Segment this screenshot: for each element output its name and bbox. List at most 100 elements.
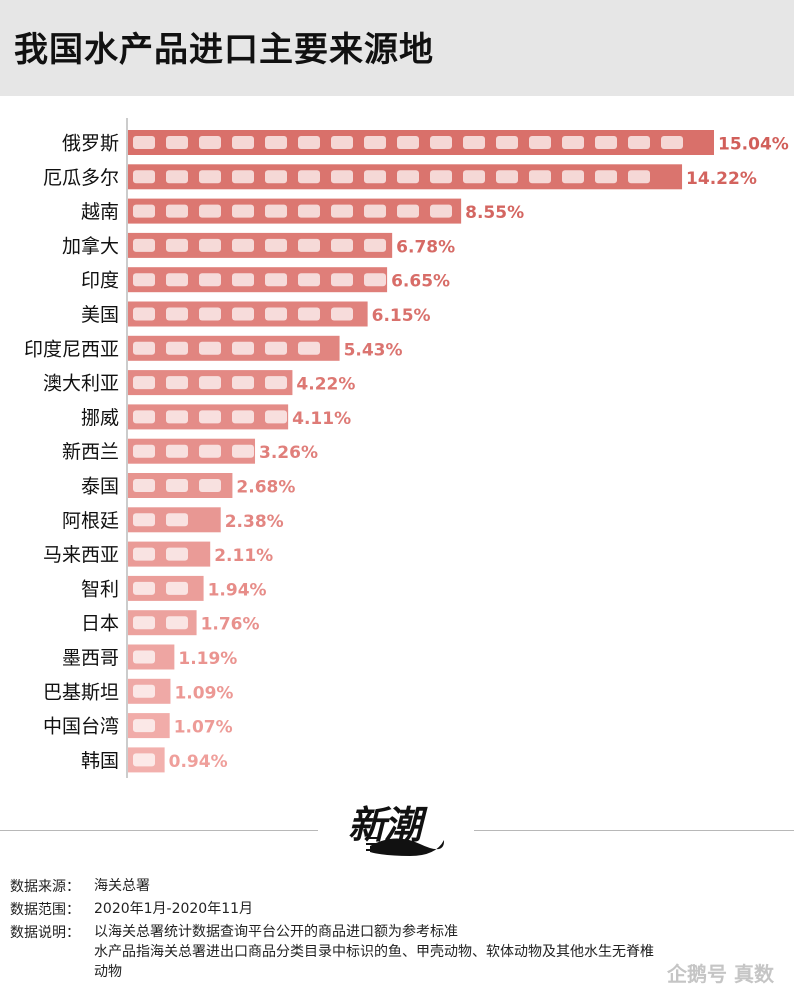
bar-pattern (232, 238, 254, 252)
bar-group: 日本 1.76% (81, 610, 260, 636)
category-label: 马来西亚 (43, 544, 119, 566)
note-row: 数据来源： 海关总署 (10, 876, 790, 899)
value-label: 2.68% (236, 478, 295, 498)
category-label: 加拿大 (62, 234, 119, 257)
bar-group: 中国台湾 1.07% (43, 713, 233, 739)
bar-pattern (265, 238, 287, 252)
bar-pattern (133, 547, 155, 561)
bar-pattern (298, 307, 320, 321)
bar-pattern (265, 410, 287, 424)
bar-pattern (133, 650, 155, 664)
bar-group: 韩国 0.94% (81, 747, 228, 773)
brand-logo: 新潮 (340, 794, 450, 866)
note-value: 海关总署 (94, 876, 790, 899)
bar-pattern (265, 136, 287, 149)
category-label: 挪威 (81, 407, 119, 429)
bar-pattern (628, 170, 650, 184)
category-label: 厄瓜多尔 (43, 167, 119, 189)
category-label: 韩国 (81, 750, 119, 772)
bar-pattern (133, 616, 155, 630)
bar-pattern (232, 307, 254, 321)
bar-pattern (133, 719, 155, 733)
bar-group: 越南 8.55% (81, 198, 524, 224)
bar-group: 加拿大 6.78% (62, 232, 455, 258)
category-label: 阿根廷 (62, 510, 119, 532)
bar-pattern (166, 238, 188, 252)
bar-pattern (199, 376, 221, 390)
bar-pattern (298, 238, 320, 252)
value-label: 1.94% (208, 580, 267, 600)
note-line: 海关总署 (94, 878, 150, 894)
category-label: 日本 (81, 613, 119, 635)
bar-pattern (265, 170, 287, 184)
bar-pattern (562, 170, 584, 184)
bar-pattern (133, 684, 155, 698)
category-label: 美国 (81, 304, 119, 326)
divider-left (0, 830, 318, 831)
value-label: 6.15% (372, 306, 431, 326)
bar-pattern (298, 273, 320, 287)
bar-pattern (166, 136, 188, 149)
bar-pattern (199, 204, 221, 218)
bar-pattern (166, 513, 188, 527)
bar-pattern (364, 170, 386, 184)
bar-pattern (331, 170, 353, 184)
bar-pattern (133, 410, 155, 424)
bar-pattern (166, 410, 188, 424)
category-label: 墨西哥 (62, 647, 119, 669)
bar-pattern (430, 204, 452, 218)
bar-pattern (133, 204, 155, 218)
bar-group: 俄罗斯 15.04% (62, 130, 789, 155)
bar-pattern (232, 136, 254, 149)
bar-pattern (364, 238, 386, 252)
bar-pattern (430, 136, 452, 149)
bar-pattern (199, 444, 221, 458)
bar-group: 泰国 2.68% (81, 473, 295, 498)
bar-pattern (298, 204, 320, 218)
bar-pattern (166, 307, 188, 321)
bar-group: 马来西亚 2.11% (43, 541, 273, 567)
bar-pattern (364, 136, 386, 149)
brand-logo-text: 新潮 (348, 802, 422, 847)
bar-pattern (133, 170, 155, 184)
value-label: 4.22% (296, 375, 355, 395)
value-label: 2.38% (225, 512, 284, 532)
bar-pattern (199, 341, 221, 355)
note-key: 数据说明： (10, 925, 80, 941)
value-label: 15.04% (718, 135, 789, 155)
bar-pattern (397, 170, 419, 184)
note-key: 数据范围： (10, 902, 80, 918)
note-key: 数据来源： (10, 879, 80, 895)
bar-pattern (166, 204, 188, 218)
bar-pattern (595, 136, 617, 149)
bar-pattern (166, 376, 188, 390)
category-label: 巴基斯坦 (43, 681, 119, 703)
bar-group: 美国 6.15% (81, 301, 431, 327)
note-row: 数据说明： 以海关总署统计数据查询平台公开的商品进口额为参考标准 水产品指海关总署进… (10, 922, 790, 982)
bar-pattern (331, 238, 353, 252)
value-label: 3.26% (259, 443, 318, 463)
category-label: 印度尼西亚 (24, 338, 119, 360)
bar-group: 印度 6.65% (81, 267, 450, 293)
bar-pattern (562, 136, 584, 149)
category-label: 越南 (81, 201, 119, 223)
bar-group: 挪威 4.11% (81, 404, 351, 430)
bar-group: 阿根廷 2.38% (62, 507, 284, 533)
bar-pattern (199, 410, 221, 424)
bar-pattern (166, 444, 188, 458)
value-label: 14.22% (686, 169, 757, 189)
title-band (0, 0, 794, 96)
value-label: 1.07% (174, 718, 233, 738)
bar-pattern (133, 136, 155, 149)
bar-chart: 俄罗斯 15.04% 厄瓜多尔 14.22% 越南 8.55% 加拿大 6.78% 印度 6.65… (24, 118, 789, 778)
value-label: 4.11% (292, 409, 351, 429)
bar-pattern (166, 616, 188, 630)
bar-pattern (133, 341, 155, 355)
bar-group: 智利 1.94% (81, 575, 267, 601)
note-line: 以海关总署统计数据查询平台公开的商品进口额为参考标准 (94, 924, 458, 940)
bar-pattern (463, 136, 485, 149)
wave-icon (366, 837, 445, 856)
bar-pattern (331, 307, 353, 321)
bar-pattern (265, 376, 287, 390)
bar-pattern (199, 273, 221, 287)
